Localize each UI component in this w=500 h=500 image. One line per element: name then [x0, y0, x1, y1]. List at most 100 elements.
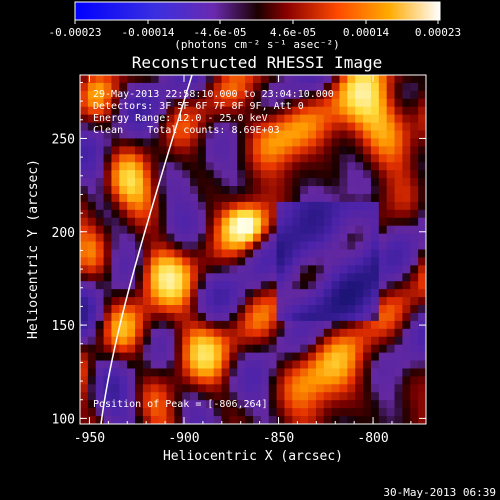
heatmap-cell — [323, 352, 333, 361]
heatmap-cell — [221, 106, 230, 116]
heatmap-cell — [245, 98, 254, 108]
heatmap-cell — [221, 328, 230, 338]
heatmap-cell — [166, 416, 175, 424]
heatmap-cell — [95, 82, 104, 92]
heatmap-cell — [221, 368, 230, 377]
heatmap-cell — [127, 114, 136, 123]
heatmap-cell — [339, 336, 348, 346]
heatmap-cell — [331, 130, 340, 139]
heatmap-cell — [276, 154, 285, 163]
heatmap-cell — [150, 360, 160, 369]
heatmap-cell — [166, 265, 175, 274]
heatmap-cell — [197, 416, 207, 424]
heatmap-cell — [331, 98, 340, 108]
heatmap-cell — [174, 400, 183, 409]
heatmap-cell — [370, 154, 380, 163]
heatmap-cell — [174, 154, 183, 163]
heatmap-cell — [394, 130, 403, 139]
heatmap-cell — [197, 82, 207, 92]
heatmap-cell — [370, 225, 380, 235]
heatmap-cell — [347, 416, 356, 424]
heatmap-cell — [363, 114, 372, 123]
heatmap-cell — [355, 384, 364, 393]
heatmap-cell — [347, 82, 356, 92]
heatmap-cell — [378, 360, 388, 369]
heatmap-cell — [253, 305, 262, 314]
heatmap-cell — [127, 281, 136, 290]
heatmap-cell — [87, 122, 97, 131]
heatmap-cell — [197, 193, 207, 203]
heatmap-cell — [174, 241, 183, 250]
heatmap-cell — [142, 154, 152, 163]
heatmap-cell — [103, 297, 112, 306]
heatmap-cell — [127, 376, 136, 385]
heatmap-cell — [370, 328, 380, 338]
heatmap-cell — [331, 209, 340, 219]
heatmap-cell — [221, 186, 230, 195]
heatmap-cell — [229, 384, 238, 393]
heatmap-cell — [142, 114, 152, 123]
heatmap-cell — [308, 265, 317, 274]
heatmap-cell — [95, 344, 104, 354]
heatmap-cell — [331, 186, 340, 195]
heatmap-cell — [135, 328, 144, 338]
heatmap-cell — [402, 376, 411, 385]
heatmap-cell — [268, 186, 277, 195]
heatmap-cell — [339, 352, 348, 361]
heatmap-cell — [150, 122, 160, 131]
heatmap-cell — [339, 320, 348, 330]
heatmap-cell — [339, 257, 348, 266]
heatmap-cell — [158, 114, 167, 123]
heatmap-cell — [394, 209, 403, 219]
heatmap-cell — [111, 82, 120, 92]
heatmap-cell — [300, 193, 309, 203]
heatmap-cell — [119, 297, 128, 306]
heatmap-cell — [190, 138, 199, 147]
heatmap-cell — [378, 98, 388, 108]
heatmap-cell — [370, 233, 380, 242]
heatmap-cell — [308, 233, 317, 242]
colorbar-tick-label: -0.00014 — [122, 26, 175, 39]
heatmap-cell — [205, 130, 215, 139]
heatmap-cell — [386, 75, 395, 84]
heatmap-cell — [276, 368, 285, 377]
heatmap-cell — [237, 312, 246, 322]
heatmap-cell — [221, 114, 230, 123]
heatmap-cell — [95, 122, 104, 131]
heatmap-cell — [221, 193, 230, 203]
heatmap-cell — [135, 193, 144, 203]
heatmap-cell — [339, 209, 348, 219]
heatmap-cell — [339, 249, 348, 258]
heatmap-cell — [308, 392, 317, 401]
heatmap-cell — [370, 281, 380, 290]
heatmap-cell — [135, 146, 144, 155]
heatmap-cell — [386, 360, 395, 369]
heatmap-cell — [174, 312, 183, 322]
heatmap-cell — [142, 336, 152, 346]
heatmap-cell — [103, 233, 112, 242]
heatmap-cell — [378, 201, 388, 211]
heatmap-cell — [127, 75, 136, 84]
heatmap-cell — [276, 75, 285, 84]
heatmap-cell — [378, 257, 388, 266]
heatmap-cell — [166, 122, 175, 131]
heatmap-cell — [237, 249, 246, 258]
heatmap-cell — [378, 122, 388, 131]
heatmap-cell — [355, 225, 364, 235]
heatmap-cell — [370, 217, 380, 227]
heatmap-cell — [80, 400, 89, 409]
heatmap-cell — [221, 289, 230, 298]
heatmap-cell — [418, 297, 426, 306]
heatmap-cell — [80, 416, 89, 424]
heatmap-cell — [378, 130, 388, 139]
heatmap-cell — [174, 106, 183, 116]
heatmap-cell — [339, 138, 348, 147]
heatmap-cell — [300, 75, 309, 84]
heatmap-cell — [135, 154, 144, 163]
heatmap-cell — [95, 186, 104, 195]
heatmap-cell — [253, 328, 262, 338]
heatmap-cell — [190, 201, 199, 211]
heatmap-cell — [190, 416, 199, 424]
heatmap-cell — [205, 368, 215, 377]
heatmap-cell — [174, 344, 183, 354]
